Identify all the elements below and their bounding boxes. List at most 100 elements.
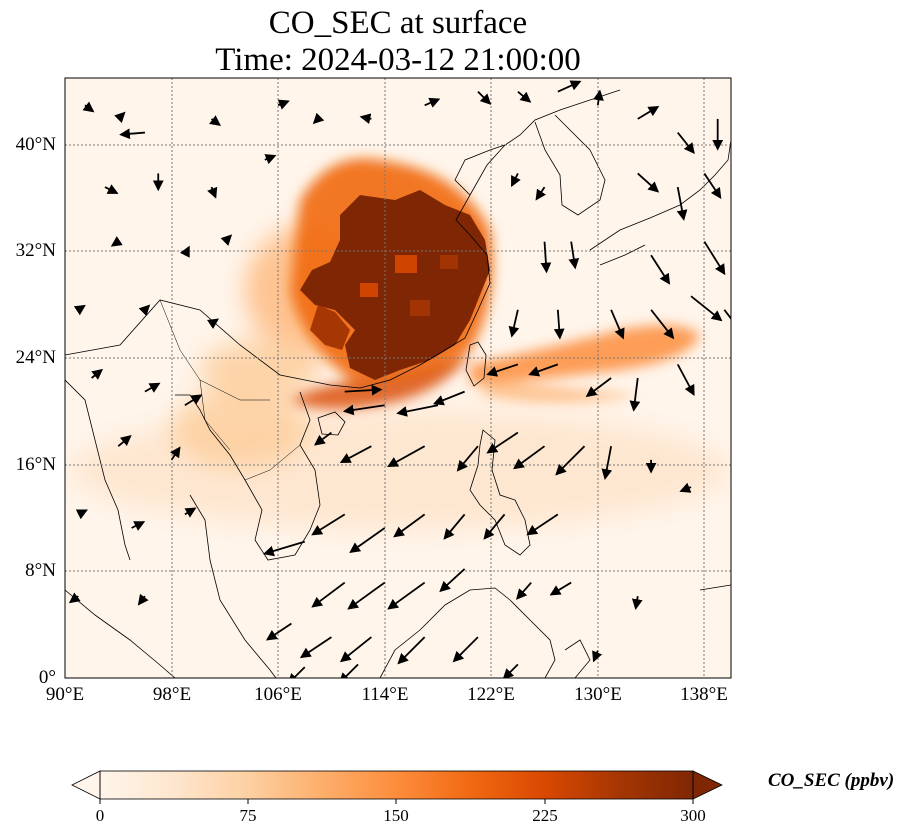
coast-philippines (469, 429, 531, 556)
wind-arrow (690, 295, 723, 322)
lon-tick-label: 122°E (467, 684, 515, 705)
border-lines (159, 299, 301, 481)
colorbar-label: CO_SEC (ppbv) (768, 770, 895, 791)
coast-china-east (65, 89, 621, 389)
wind-arrow (456, 445, 479, 472)
wind-arrow (676, 186, 688, 221)
wind-arrow (486, 363, 519, 377)
wind-arrow (549, 581, 572, 596)
wind-arrow (631, 596, 643, 610)
wind-arrow (73, 304, 86, 316)
wind-arrow (557, 80, 582, 93)
wind-arrow (393, 513, 426, 538)
wind-arrow (528, 363, 559, 377)
wind-arrow (144, 382, 161, 393)
lat-tick-label: 24°N (15, 347, 56, 368)
wind-arrow (117, 435, 132, 447)
plume-south-china-coast (290, 355, 470, 409)
lon-tick-label: 138°E (680, 684, 728, 705)
colorbar-tick-label: 225 (532, 806, 558, 825)
wind-arrow (486, 431, 519, 454)
wind-arrow (180, 245, 190, 258)
wind-arrow (610, 309, 625, 340)
lon-tick-label: 114°E (361, 684, 409, 705)
wind-arrow (432, 390, 465, 406)
plume-indochina (170, 390, 310, 470)
lat-tick-label: 16°N (15, 454, 56, 475)
wind-arrow (517, 90, 532, 103)
wind-arrow (650, 254, 671, 285)
wind-arrow (347, 581, 386, 610)
wind-arrow (679, 482, 692, 493)
lon-tick-label: 130°E (574, 684, 622, 705)
colorbar-tick-label: 0 (95, 806, 105, 825)
wind-arrow (502, 663, 519, 678)
wind-arrow (387, 445, 426, 468)
wind-arrow (184, 394, 203, 407)
wind-arrow (339, 636, 372, 663)
coastlines-and-borders (65, 89, 731, 678)
lat-tick-label: 0° (38, 667, 56, 688)
plume-east-outflow-band (470, 325, 700, 385)
wind-arrow (131, 521, 146, 531)
wind-arrow (119, 128, 145, 140)
coast-korea (534, 114, 606, 216)
wind-arrow (68, 592, 81, 604)
lat-tick-label: 8°N (25, 560, 56, 581)
plume-yunnan (200, 340, 320, 400)
wind-arrow (585, 377, 612, 398)
wind-arrow (207, 318, 220, 329)
wind-arrow (287, 666, 306, 678)
wind-arrow (344, 384, 383, 396)
coast-japan (589, 139, 731, 266)
colorbar-extend-max (692, 770, 723, 800)
colorbar-extend-min (71, 770, 101, 800)
wind-arrow (264, 154, 277, 165)
wind-arrow (75, 509, 88, 520)
lon-tick-label: 98°E (152, 684, 192, 705)
wind-arrow (338, 663, 359, 678)
map-title: CO_SEC at surface (268, 5, 528, 41)
wind-arrow (220, 234, 233, 246)
wind-arrow (138, 304, 151, 317)
plume-south-china-sea-haze (70, 410, 730, 530)
wind-arrow (535, 186, 547, 201)
wind-arrow (312, 112, 325, 125)
wind-arrow (703, 241, 726, 276)
wind-arrow (209, 115, 221, 126)
wind-arrow (110, 236, 123, 247)
colorbar (71, 770, 723, 804)
coast-malay-peninsula (189, 494, 277, 678)
wind-arrow (265, 622, 292, 641)
wind-arrow (82, 101, 95, 113)
lat-tick-label: 40°N (15, 134, 56, 155)
coast-hainan (317, 411, 346, 436)
wind-arrow (184, 507, 197, 518)
lon-tick-label: 106°E (254, 684, 302, 705)
wind-arrow (555, 445, 586, 476)
coast-sumatra (65, 589, 176, 678)
wind-arrow (170, 446, 181, 461)
wind-arrow (311, 513, 346, 536)
wind-arrow (601, 446, 613, 480)
wind-arrow (513, 445, 546, 470)
wind-arrow (477, 90, 492, 105)
wind-arrow (387, 581, 426, 610)
wind-arrow (637, 172, 660, 193)
wind-arrow (137, 593, 149, 606)
wind-arrow (207, 186, 218, 199)
wind-arrow (443, 513, 466, 540)
wind-arrow (424, 97, 441, 108)
wind-arrow (730, 268, 731, 271)
colorbar-tick-label: 75 (239, 806, 257, 825)
wind-arrow (339, 445, 372, 464)
wind-arrow (299, 636, 332, 659)
wind-arrow (553, 309, 565, 340)
plume-core-max (300, 190, 490, 380)
coast-myanmar (65, 379, 131, 561)
wind-arrow (311, 581, 346, 608)
wind-arrow (342, 404, 385, 416)
wind-arrow (677, 131, 695, 154)
wind-arrow (703, 172, 722, 199)
